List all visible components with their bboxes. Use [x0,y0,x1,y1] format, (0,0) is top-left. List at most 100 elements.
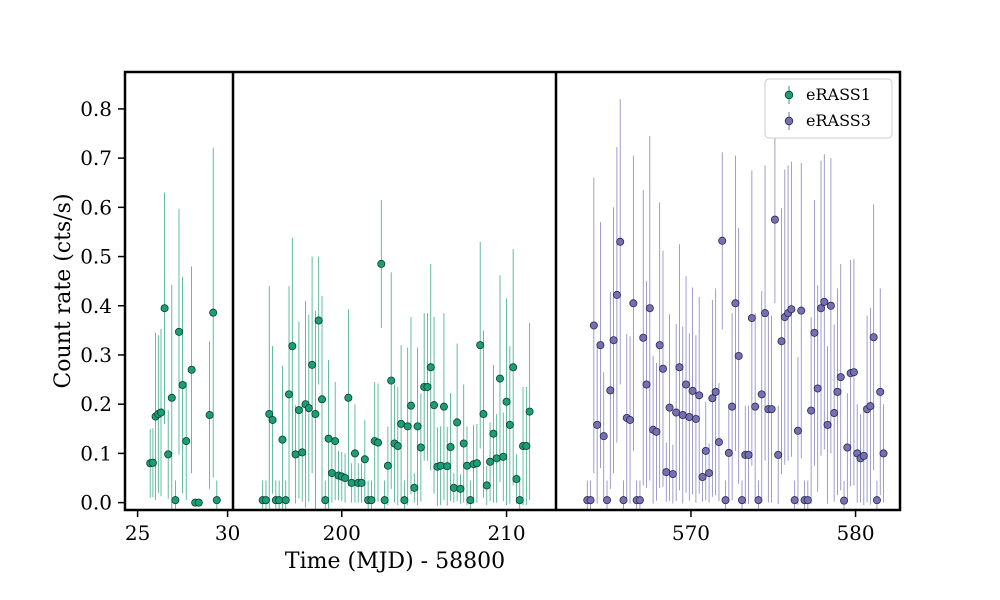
legend: eRASS1 eRASS3 [764,78,893,139]
data-point [472,459,481,468]
data-point [655,341,664,350]
data-point [278,435,287,444]
data-point [410,483,419,492]
data-point [793,426,802,435]
y-tick-label: 0.7 [80,146,112,170]
data-point [482,481,491,490]
data-point [711,387,720,396]
data-point [367,496,376,505]
data-point [167,393,176,402]
data-point [466,496,475,505]
y-tick-label: 0.2 [80,392,112,416]
data-point [876,387,885,396]
x-tick-label: 200 [323,521,361,545]
data-point [304,404,313,413]
data-point [705,469,714,478]
data-point [476,341,485,350]
legend-erass1-marker [784,90,794,100]
legend-box [764,78,893,139]
data-point [281,496,290,505]
data-point [586,496,595,505]
data-point [754,496,763,505]
data-point [285,390,294,399]
data-point [744,450,753,459]
data-point [502,397,511,406]
data-point [453,418,462,427]
data-point [701,446,710,455]
data-point [761,309,770,318]
data-point [589,321,598,330]
data-point [826,301,835,310]
data-point [509,363,518,372]
x-tick-label: 30 [215,521,240,545]
data-point [374,438,383,447]
data-point [327,469,336,478]
data-point [479,410,488,419]
data-point [486,457,495,466]
data-point [209,308,218,317]
data-point [439,402,448,411]
data-point [840,496,849,505]
data-point [505,420,514,429]
data-point [718,236,727,245]
data-point [807,406,816,415]
data-point [787,305,796,314]
legend-erass3-label: eRASS3 [806,111,871,130]
data-point [685,412,694,421]
data-point [261,496,270,505]
data-point [311,410,320,419]
y-tick-label: 0.6 [80,195,112,219]
data-point [688,386,697,395]
data-point [737,496,746,505]
error-bars-layer [149,99,884,510]
data-point [413,422,422,431]
data-point [734,351,743,360]
data-point [816,304,825,313]
data-point [619,496,628,505]
data-point [843,443,852,452]
data-point [672,408,681,417]
data-point [317,395,326,404]
data-point [626,415,635,424]
data-point [406,401,415,410]
data-point [194,498,203,507]
data-point [803,496,812,505]
y-axis-label: Count rate (cts/s) [51,193,76,388]
y-tick-label: 0.8 [80,97,112,121]
data-point [774,450,783,459]
y-tick-label: 0.1 [80,441,112,465]
legend-erass3-marker [784,116,794,126]
data-point [757,390,766,399]
data-point [639,333,648,342]
data-point [515,496,524,505]
data-point [724,448,733,457]
data-point [721,496,730,505]
data-point [714,438,723,447]
data-point [212,496,221,505]
data-point [698,473,707,482]
data-point [400,496,409,505]
data-point [599,432,608,441]
data-point [294,406,303,415]
axes-frame [123,70,902,512]
data-point [182,437,191,446]
data-point [344,393,353,402]
x-tick-label: 25 [125,521,150,545]
data-point [596,341,605,350]
data-point [426,363,435,372]
y-tick-label: 0.5 [80,245,112,269]
data-point [298,448,307,457]
data-point [187,365,196,374]
data-point [869,333,878,342]
data-point [380,496,389,505]
data-point [265,410,274,419]
data-point [331,437,340,446]
data-point [489,429,498,438]
data-point [813,384,822,393]
data-point [879,449,888,458]
data-point [603,496,612,505]
data-point [321,496,330,505]
y-tick-label: 0.3 [80,343,112,367]
data-point [463,461,472,470]
data-point [682,380,691,389]
